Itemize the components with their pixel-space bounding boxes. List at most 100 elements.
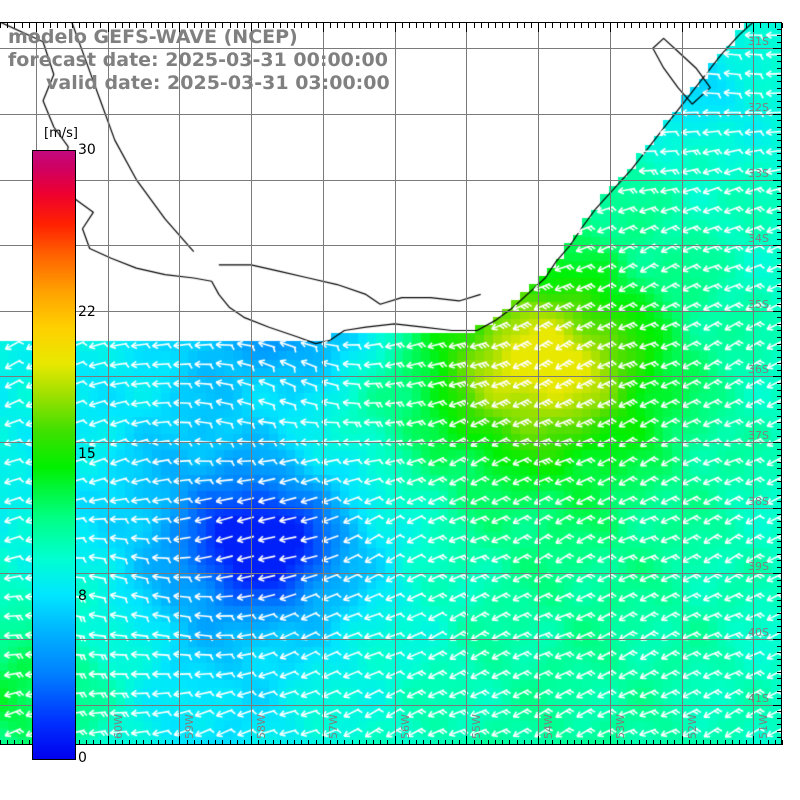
longitude-label: 59W (183, 714, 197, 739)
valid-date-line: valid date: 2025-03-31 03:00:00 (46, 72, 390, 94)
axis-tick (115, 23, 116, 28)
axis-tick (610, 736, 611, 745)
axis-tick (509, 23, 510, 28)
graticule-meridian (682, 22, 683, 744)
axis-tick (416, 23, 417, 28)
axis-tick (777, 403, 782, 404)
axis-tick (280, 23, 281, 28)
colorbar-tick-30: 30 (78, 142, 96, 158)
forecast-date-line: forecast date: 2025-03-31 00:00:00 (8, 49, 388, 71)
axis-tick (624, 740, 625, 745)
graticule-parallel (0, 573, 782, 574)
axis-tick (165, 23, 166, 28)
axis-tick (777, 501, 782, 502)
axis-tick (777, 140, 782, 141)
axis-tick (773, 508, 782, 509)
axis-tick (287, 23, 288, 28)
axis-tick (777, 600, 782, 601)
graticule-parallel (0, 245, 782, 246)
axis-tick (777, 737, 782, 738)
axis-tick (122, 23, 123, 28)
latitude-label: 34S (748, 232, 769, 246)
axis-tick (316, 23, 317, 28)
axis-tick (301, 23, 302, 28)
axis-tick (660, 23, 661, 28)
axis-tick (777, 68, 782, 69)
axis-tick (773, 639, 782, 640)
axis-tick (777, 219, 782, 220)
axis-tick (777, 94, 782, 95)
axis-tick (158, 740, 159, 745)
graticule-parallel (0, 705, 782, 706)
axis-tick (777, 632, 782, 633)
axis-tick (316, 740, 317, 745)
axis-tick (595, 740, 596, 745)
axis-tick (617, 23, 618, 28)
axis-tick (631, 740, 632, 745)
axis-tick (50, 23, 51, 28)
axis-tick (624, 23, 625, 28)
axis-tick (777, 436, 782, 437)
axis-tick (466, 736, 467, 745)
axis-tick (151, 740, 152, 745)
axis-tick (430, 23, 431, 28)
axis-tick (777, 731, 782, 732)
axis-tick (287, 740, 288, 745)
axis-tick (265, 740, 266, 745)
axis-tick (552, 740, 553, 745)
latitude-label: 38S (748, 494, 769, 508)
figure-title-block: modelo GEFS-WAVE (NCEP) forecast date: 2… (8, 26, 390, 95)
axis-tick (710, 740, 711, 745)
axis-tick (402, 740, 403, 745)
wind-vector-overlay (0, 22, 782, 744)
axis-tick (538, 736, 539, 745)
axis-tick (777, 298, 782, 299)
axis-tick (639, 740, 640, 745)
axis-tick (760, 740, 761, 745)
axis-tick (782, 23, 783, 28)
latitude-label: 35S (748, 297, 769, 311)
axis-tick (86, 23, 87, 28)
axis-tick (373, 23, 374, 28)
axis-tick (143, 23, 144, 28)
axis-tick (725, 740, 726, 745)
axis-tick (777, 481, 782, 482)
axis-tick (524, 740, 525, 745)
axis-tick (710, 23, 711, 28)
axis-tick (129, 23, 130, 28)
axis-tick (777, 613, 782, 614)
map-plot-area[interactable] (0, 22, 782, 744)
axis-tick (488, 23, 489, 28)
axis-tick (352, 740, 353, 745)
axis-tick (777, 534, 782, 535)
axis-tick (344, 23, 345, 28)
axis-tick (777, 225, 782, 226)
axis-tick (777, 685, 782, 686)
axis-tick (380, 740, 381, 745)
axis-tick (777, 744, 782, 745)
axis-tick (777, 416, 782, 417)
axis-tick (777, 521, 782, 522)
axis-tick (187, 740, 188, 745)
colorbar[interactable]: [m/s] 30 22 15 8 0 (32, 126, 96, 766)
axis-tick (777, 193, 782, 194)
axis-tick (653, 740, 654, 745)
axis-tick (777, 206, 782, 207)
axis-tick (777, 29, 782, 30)
axis-tick (395, 736, 396, 745)
axis-tick (777, 659, 782, 660)
axis-tick (143, 740, 144, 745)
axis-tick (773, 180, 782, 181)
axis-tick (777, 527, 782, 528)
axis-tick (777, 619, 782, 620)
axis-tick (773, 311, 782, 312)
axis-tick (775, 740, 776, 745)
longitude-label: 56W (398, 714, 412, 739)
axis-tick (777, 324, 782, 325)
axis-tick (777, 101, 782, 102)
axis-tick (631, 23, 632, 28)
axis-tick (777, 344, 782, 345)
graticule-parallel (0, 48, 782, 49)
axis-tick (777, 42, 782, 43)
axis-tick (502, 23, 503, 28)
